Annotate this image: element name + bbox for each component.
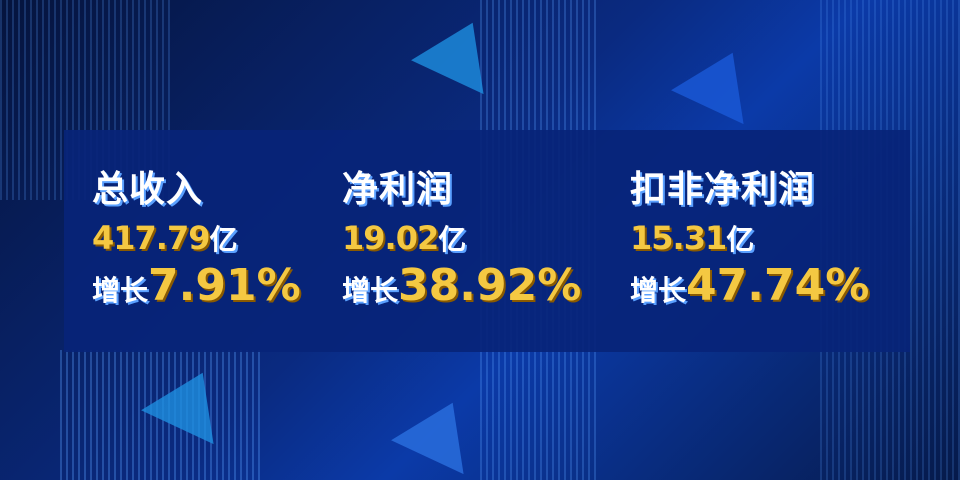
metrics-panel: 总收入 417.79亿 增长7.91% 净利润 19.02亿 增长38.92% … — [64, 130, 910, 352]
arrow-up-icon — [671, 35, 769, 125]
decor-stripes — [60, 350, 260, 480]
metric-title: 扣非净利润 — [630, 169, 816, 210]
metric-growth-row: 增长7.91% — [92, 260, 301, 311]
metric-net-profit: 净利润 19.02亿 增长38.92% — [342, 160, 581, 311]
metric-total-revenue: 总收入 417.79亿 增长7.91% — [92, 160, 301, 311]
metric-value: 417.79 — [92, 219, 210, 257]
growth-value: 38.92% — [398, 260, 582, 311]
growth-label: 增长 — [342, 274, 399, 307]
growth-value: 47.74% — [686, 260, 870, 311]
metric-value: 19.02 — [342, 219, 439, 257]
growth-label: 增长 — [92, 274, 149, 307]
metric-adjusted-net-profit: 扣非净利润 15.31亿 增长47.74% — [630, 160, 869, 311]
metric-unit: 亿 — [438, 223, 466, 256]
growth-value: 7.91% — [148, 260, 301, 311]
metric-growth-row: 增长47.74% — [630, 260, 869, 311]
metric-value: 15.31 — [630, 219, 727, 257]
metric-unit: 亿 — [726, 223, 754, 256]
metric-title: 总收入 — [92, 169, 204, 210]
metric-unit: 亿 — [209, 223, 237, 256]
arrow-up-icon — [391, 385, 489, 475]
metric-value-row: 19.02亿 — [342, 218, 581, 258]
metric-title: 净利润 — [342, 169, 454, 210]
metric-growth-row: 增长38.92% — [342, 260, 581, 311]
growth-label: 增长 — [630, 274, 687, 307]
metric-value-row: 15.31亿 — [630, 218, 869, 258]
metric-value-row: 417.79亿 — [92, 218, 301, 258]
